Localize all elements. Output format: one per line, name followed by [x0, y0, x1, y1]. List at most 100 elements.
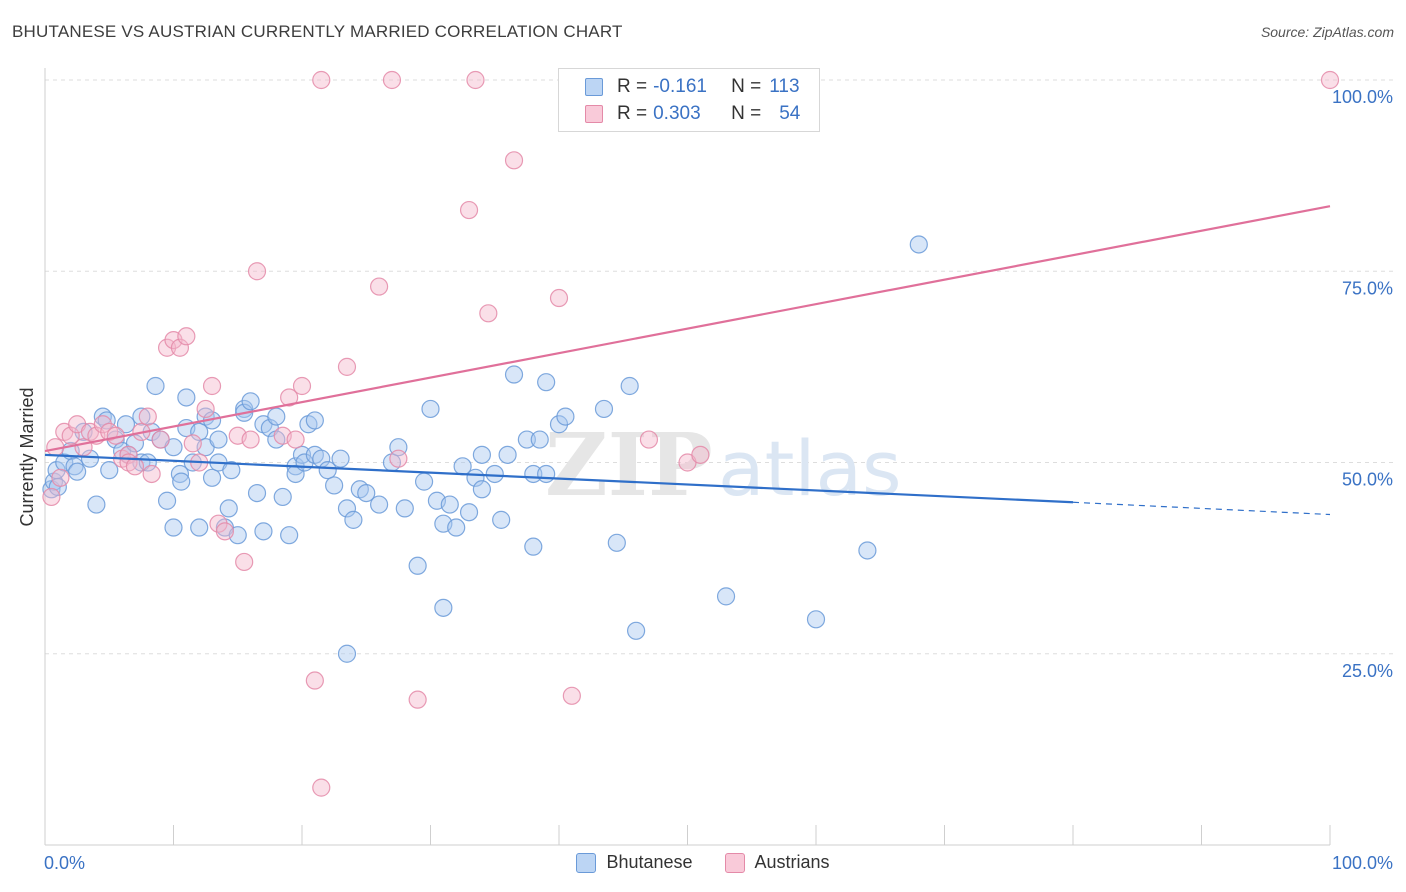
- series-swatch-bhutanese: [576, 852, 597, 873]
- austrians-point: [125, 457, 145, 476]
- austrians-point: [370, 277, 389, 296]
- austrians-point: [466, 70, 485, 90]
- austrians-point: [183, 434, 202, 453]
- series-swatch-austrians: [724, 852, 745, 873]
- bhutanese-point: [504, 365, 524, 384]
- legend-r-label: R =: [617, 76, 648, 97]
- bhutanese-point: [68, 462, 87, 481]
- austrians-point: [241, 430, 260, 449]
- legend-r-value-bhutanese: -0.161: [653, 76, 707, 97]
- series-name-austrians: Austrians: [754, 852, 830, 872]
- bhutanese-point: [395, 499, 414, 518]
- austrians-point: [138, 407, 157, 426]
- austrians-point: [170, 338, 190, 357]
- bhutanese-point: [716, 587, 736, 606]
- bhutanese-point: [440, 495, 459, 514]
- bhutanese-point: [305, 411, 324, 430]
- austrians-point: [42, 487, 61, 507]
- austrians-point: [549, 288, 569, 308]
- bhutanese-point: [556, 407, 575, 426]
- legend-n-label: N =: [731, 103, 762, 124]
- y-tick-label: 25.0%: [1342, 661, 1393, 681]
- bhutanese-point: [177, 388, 196, 407]
- bhutanese-point: [537, 464, 556, 484]
- legend-row-bhutanese: R = -0.161 N = 113: [585, 74, 800, 100]
- bhutanese-point: [87, 495, 106, 514]
- y-axis-label: Currently Married: [17, 387, 37, 526]
- bhutanese-point: [273, 487, 292, 507]
- y-tick-label: 75.0%: [1342, 278, 1393, 298]
- label-layer: 100.0% 75.0% 50.0% 25.0% 0.0% 100.0% Currently…: [17, 87, 1393, 873]
- bhutanese-point: [517, 430, 536, 449]
- austrians-point: [142, 464, 161, 484]
- bhutanese-point: [408, 556, 427, 575]
- austrians-point: [337, 357, 357, 376]
- legend-n-value-bhutanese: 113: [769, 76, 800, 97]
- bhutanese-point: [344, 510, 363, 529]
- bhutanese-point: [594, 399, 614, 419]
- legend-row-austrians: R = 0.303 N = 54: [585, 101, 800, 127]
- bhutanese-point: [254, 522, 273, 541]
- series-legend: Bhutanese Austrians: [0, 852, 1406, 873]
- bhutanese-point: [209, 430, 228, 449]
- bhutanese-point: [267, 407, 286, 426]
- bhutanese-point: [421, 399, 440, 419]
- austrians-point: [562, 686, 581, 705]
- watermark: ZIP atlas: [545, 415, 902, 516]
- bhutanese-point: [170, 464, 190, 484]
- austrians-point: [196, 399, 215, 419]
- legend-swatch-austrians: [585, 105, 603, 123]
- bhutanese-point: [116, 415, 136, 434]
- austrians-point: [312, 778, 331, 797]
- y-tick-label: 50.0%: [1342, 470, 1393, 490]
- chart-title: BHUTANESE VS AUSTRIAN CURRENTLY MARRIED …: [12, 22, 623, 41]
- bhutanese-point: [80, 449, 100, 468]
- austrians-point: [691, 445, 710, 464]
- austrians-point: [280, 388, 299, 407]
- austrians-point: [479, 304, 498, 323]
- chart-source: Source: ZipAtlas.com: [1260, 24, 1394, 40]
- bhutanese-point: [202, 468, 222, 487]
- bhutanese-point: [337, 644, 357, 663]
- austrians-point: [215, 522, 234, 541]
- bhutanese-point: [472, 480, 491, 499]
- bhutanese-point: [157, 491, 177, 510]
- bhutanese-point: [909, 235, 928, 254]
- bhutanese-point: [100, 461, 119, 480]
- austrians-point: [61, 426, 80, 445]
- trend-layer: [44, 205, 1331, 516]
- bhutanese-point: [247, 484, 267, 503]
- series-name-bhutanese: Bhutanese: [606, 852, 693, 872]
- bhutanese-point: [241, 392, 260, 411]
- austrians-point: [389, 449, 408, 468]
- bhutanese-point: [222, 461, 241, 480]
- stats-legend: R = -0.161 N = 113 R = 0.303 N = 54: [558, 68, 820, 132]
- bhutanese-point: [337, 499, 357, 518]
- austrians-point: [177, 327, 196, 346]
- bhutanese-point: [190, 518, 209, 537]
- bhutanese-point: [498, 445, 517, 464]
- austrians-point: [408, 690, 427, 709]
- bhutanese-point: [331, 449, 350, 468]
- bhutanese-point: [806, 610, 826, 629]
- watermark-atlas: atlas: [718, 424, 902, 513]
- bhutanese-point: [164, 518, 183, 537]
- bhutanese-point: [132, 407, 151, 426]
- y-tick-label: 100.0%: [1332, 87, 1393, 107]
- austrians-point: [202, 376, 222, 396]
- austrians-point: [639, 430, 659, 449]
- legend-n-value-austrians: 54: [779, 103, 801, 124]
- bhutanese-point: [55, 453, 74, 472]
- trendline-austrians: [44, 205, 1331, 453]
- series-legend-austrians: Austrians: [724, 852, 830, 873]
- bhutanese-point: [472, 445, 491, 464]
- austrians-point: [382, 70, 402, 90]
- watermark-zip: ZIP: [545, 415, 713, 516]
- bhutanese-point: [357, 484, 376, 503]
- x-tick-label-max: 100.0%: [1332, 853, 1393, 873]
- austrians-point: [305, 671, 324, 690]
- bhutanese-point: [190, 422, 209, 441]
- bhutanese-point: [447, 518, 466, 537]
- bhutanese-point: [537, 373, 556, 392]
